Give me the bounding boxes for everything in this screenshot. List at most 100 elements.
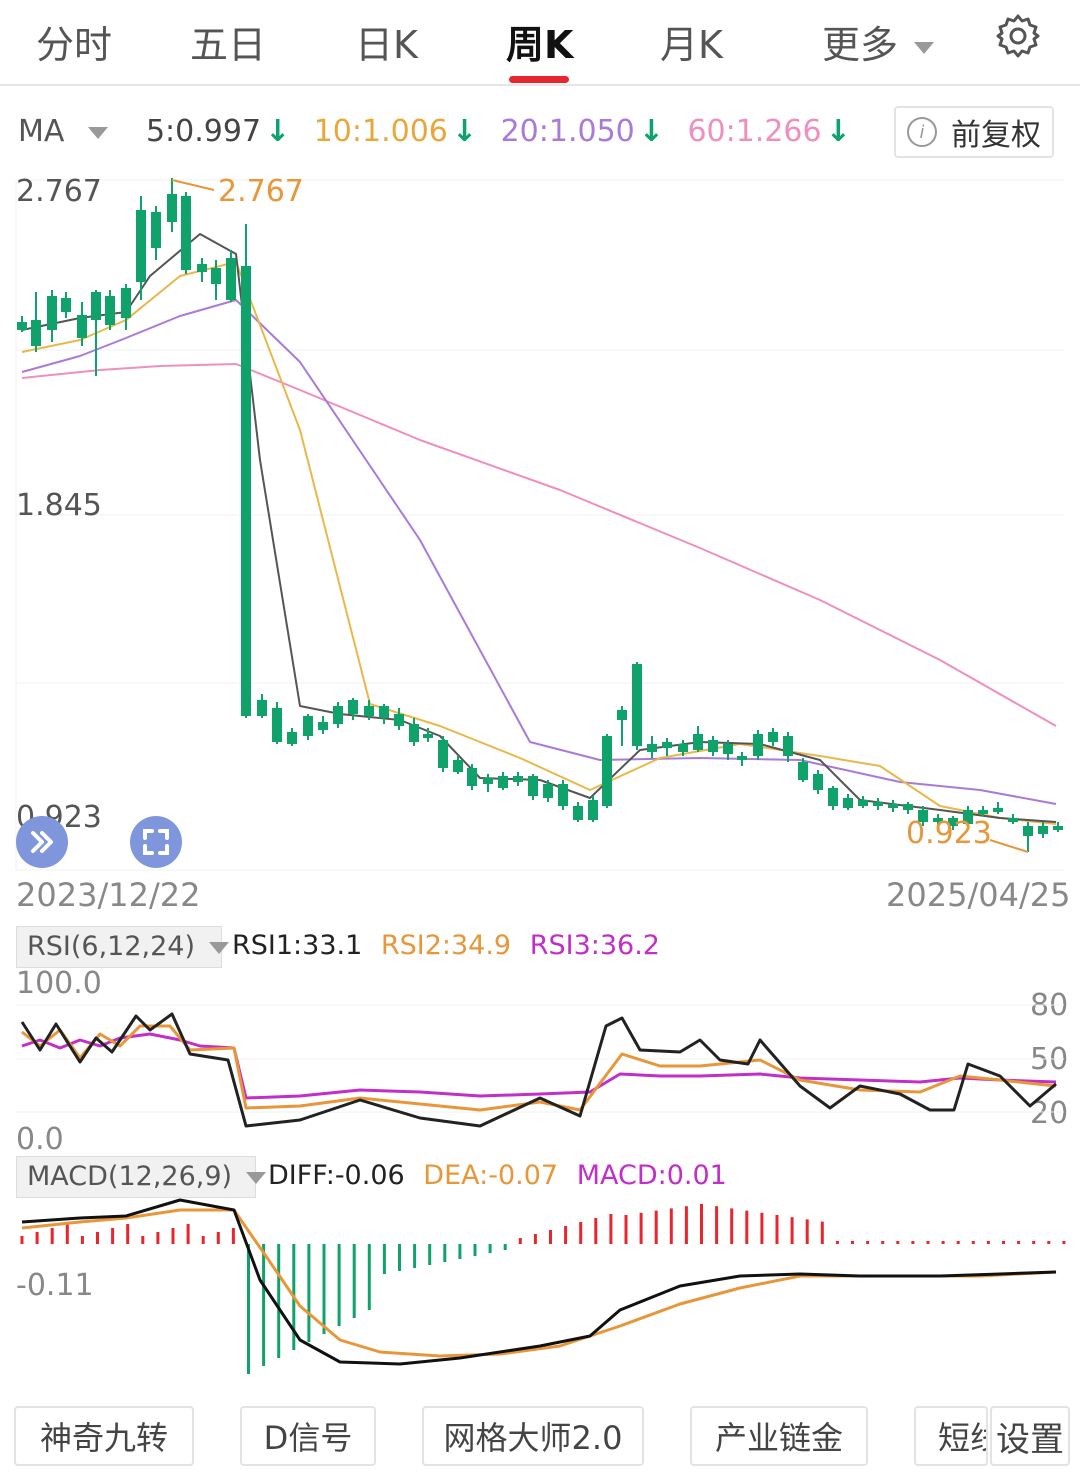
- candle-body: [394, 714, 404, 726]
- candle-body: [1008, 818, 1018, 822]
- candle-body: [903, 804, 913, 810]
- candle-body: [211, 268, 221, 284]
- candle-body: [483, 778, 493, 784]
- candle-body: [348, 700, 358, 714]
- d-signal-button[interactable]: D信号: [240, 1406, 376, 1466]
- candle-body: [121, 288, 131, 318]
- price-axis-top: 2.767: [16, 174, 102, 209]
- candle-body: [573, 806, 583, 820]
- bottom-tool-bar: 神奇九转 D信号 网格大师2.0 产业链金 短线 设置: [0, 1390, 1080, 1484]
- candle-body: [963, 810, 973, 824]
- candle-body: [257, 700, 267, 716]
- macd-values: DIFF:-0.06 DEA:-0.07 MACD:0.01: [268, 1160, 737, 1191]
- ma60-line: [21, 363, 1057, 727]
- ma20-value: 20:1.050 ↓: [501, 114, 664, 149]
- candle-body: [647, 744, 657, 752]
- macd-histogram: [20, 1204, 1066, 1374]
- candle-body: [105, 296, 115, 325]
- tab-five-day[interactable]: 五日: [190, 23, 267, 67]
- tab-more[interactable]: 更多: [822, 14, 935, 69]
- tab-daily-k[interactable]: 日K: [355, 23, 418, 67]
- candle-body: [768, 732, 778, 742]
- rsi3-line: [21, 1032, 1057, 1100]
- fullscreen-icon: [143, 829, 169, 855]
- start-date: 2023/12/22: [16, 876, 201, 914]
- candle-body: [423, 734, 433, 738]
- double-chevron-right-icon: [31, 831, 53, 853]
- period-tabs: 分时 五日 日K 周K 月K 更多: [0, 0, 1080, 86]
- tab-intraday[interactable]: 分时: [36, 23, 113, 67]
- rsi-axis-bottom: 0.0: [16, 1122, 64, 1157]
- rsi2-value: RSI2:34.9: [380, 930, 512, 961]
- price-axis-mid: 1.845: [16, 488, 102, 523]
- tab-monthly-k[interactable]: 月K: [660, 23, 723, 67]
- rsi1-line: [20, 1012, 1057, 1128]
- gear-icon[interactable]: [994, 12, 1042, 60]
- chevron-down-icon: [88, 126, 109, 139]
- rsi-axis-top: 100.0: [16, 966, 102, 1001]
- ma-selector[interactable]: MA: [18, 114, 122, 149]
- price-adjust-button[interactable]: i 前复权: [894, 106, 1054, 158]
- candle-body: [918, 810, 928, 822]
- ma60-text: 60:1.266: [687, 114, 822, 149]
- price-adjust-label: 前复权: [951, 118, 1041, 153]
- low-price-marker: 0.923: [906, 816, 992, 851]
- ma10-text: 10:1.006: [313, 114, 448, 149]
- expand-left-button[interactable]: [16, 816, 68, 868]
- candle-body: [498, 776, 508, 788]
- macd-chart[interactable]: [0, 1195, 1080, 1385]
- candle-body: [136, 210, 146, 282]
- candle-body: [678, 744, 688, 752]
- candle-body: [287, 732, 297, 744]
- industry-chain-button[interactable]: 产业链金: [690, 1406, 868, 1466]
- candle-body: [978, 810, 988, 814]
- rsi-selector[interactable]: RSI(6,12,24): [16, 926, 229, 968]
- candle-body: [933, 818, 943, 822]
- grid-master-button[interactable]: 网格大师2.0: [422, 1406, 644, 1466]
- tab-weekly-k[interactable]: 周K: [506, 23, 574, 67]
- settings-button[interactable]: 设置: [990, 1406, 1070, 1466]
- candle-body: [303, 716, 313, 736]
- down-arrow-icon: ↓: [638, 114, 664, 149]
- macd-value: MACD:0.01: [576, 1160, 727, 1191]
- tab-more-label: 更多: [822, 23, 899, 67]
- candle-body: [1038, 826, 1048, 834]
- down-arrow-icon: ↓: [265, 114, 291, 149]
- candle-body: [543, 784, 553, 798]
- candle-body: [693, 734, 703, 750]
- high-low-markers: [171, 179, 1029, 853]
- candle-body: [333, 706, 343, 724]
- candle-body: [364, 706, 374, 716]
- candle-body: [226, 258, 236, 300]
- candle-body: [662, 742, 672, 748]
- rsi-values: RSI1:33.1 RSI2:34.9 RSI3:36.2: [232, 930, 670, 961]
- info-icon: i: [907, 117, 937, 147]
- macd-lines: [21, 1198, 1057, 1366]
- candle-body: [948, 818, 958, 826]
- macd-selector[interactable]: MACD(12,26,9): [16, 1156, 267, 1198]
- candle-body: [409, 724, 419, 742]
- ma60-value: 60:1.266 ↓: [687, 114, 850, 149]
- ma10-value: 10:1.006 ↓: [314, 114, 477, 149]
- candle-body: [379, 706, 389, 718]
- magic-nine-button[interactable]: 神奇九转: [14, 1406, 194, 1466]
- rsi-chart[interactable]: [0, 995, 1080, 1155]
- chevron-down-icon: [914, 41, 935, 54]
- rsi2-line: [21, 1024, 1057, 1112]
- ma5-value: 5:0.997 ↓: [146, 114, 290, 149]
- candle-body: [31, 320, 41, 346]
- candle-body: [843, 798, 853, 808]
- chevron-down-icon: [209, 941, 229, 954]
- candle-body: [77, 315, 87, 338]
- candle-body: [272, 708, 282, 742]
- ma5-line: [21, 233, 1057, 823]
- candle-body: [61, 298, 71, 312]
- candle-body: [513, 776, 523, 782]
- candlestick-chart[interactable]: [0, 170, 1080, 880]
- candle-body: [737, 756, 747, 760]
- fullscreen-button[interactable]: [130, 816, 182, 868]
- candle-body: [318, 722, 328, 730]
- candle-body: [167, 194, 177, 222]
- rsi-selector-label: RSI(6,12,24): [27, 931, 195, 962]
- short-term-button[interactable]: 短线: [914, 1406, 988, 1466]
